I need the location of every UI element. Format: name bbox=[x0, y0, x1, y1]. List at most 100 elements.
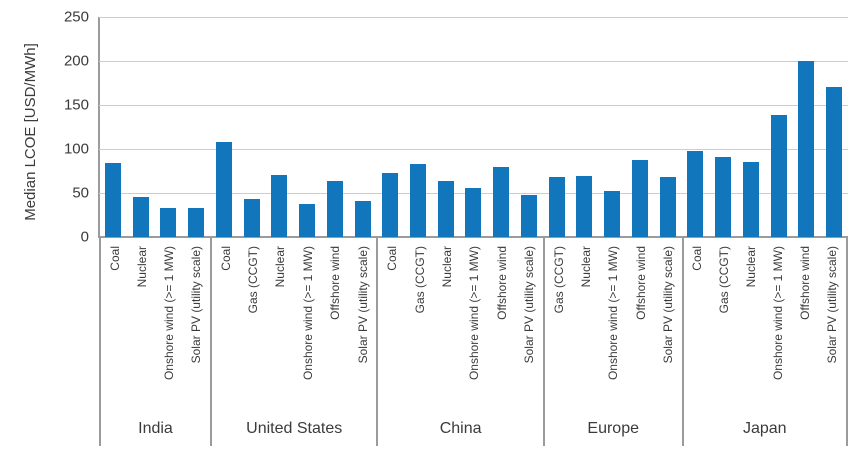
country-group: Coal Nuclear Onshore wind (>= 1 MW) Solar P… bbox=[99, 17, 210, 446]
country-row: Europe bbox=[545, 412, 682, 446]
bar bbox=[659, 177, 676, 237]
tech-label-cell: Solar PV (utility scale) bbox=[349, 238, 376, 412]
tech-label-cell: Gas (CCGT) bbox=[711, 238, 738, 412]
y-tick-label: 50 bbox=[72, 184, 89, 202]
tech-label-cell: Gas (CCGT) bbox=[239, 238, 266, 412]
bar bbox=[742, 162, 759, 237]
bar bbox=[188, 207, 205, 237]
country-label: China bbox=[439, 420, 482, 437]
tech-label-cell: Solar PV (utility scale) bbox=[515, 238, 542, 412]
tech-label-cell: Gas (CCGT) bbox=[406, 238, 433, 412]
tech-label: Coal bbox=[107, 246, 122, 271]
bar-cell bbox=[543, 17, 571, 237]
bar bbox=[104, 163, 121, 237]
tech-label: Nuclear bbox=[273, 246, 288, 288]
gridline bbox=[99, 105, 848, 106]
bar bbox=[770, 114, 787, 237]
tech-label: Coal bbox=[218, 246, 233, 271]
bar bbox=[826, 86, 843, 237]
group-bars-row bbox=[682, 17, 848, 237]
bar-cell bbox=[654, 17, 682, 237]
bar-cell bbox=[155, 17, 183, 237]
tech-label-cell: Coal bbox=[212, 238, 239, 412]
tech-label: Nuclear bbox=[744, 246, 759, 288]
bar-cell bbox=[571, 17, 599, 237]
tech-labels-row: Coal Gas (CCGT) Nuclear Onshore wind (>= 1 … bbox=[212, 238, 376, 412]
tech-label: Offshore wind bbox=[494, 246, 509, 320]
tech-label-cell: Nuclear bbox=[128, 238, 155, 412]
country-row: United States bbox=[212, 412, 376, 446]
tech-label: Nuclear bbox=[134, 246, 149, 288]
country-group: Coal Gas (CCGT) Nuclear Onshore wind (>= 1 … bbox=[376, 17, 542, 446]
bar-cell bbox=[737, 17, 765, 237]
bar-cell bbox=[265, 17, 293, 237]
group-bars-row bbox=[210, 17, 376, 237]
tech-label-cell: Onshore wind (>= 1 MW) bbox=[294, 238, 321, 412]
bar-cell bbox=[820, 17, 848, 237]
tech-label-cell: Onshore wind (>= 1 MW) bbox=[461, 238, 488, 412]
bar-cell bbox=[349, 17, 377, 237]
country-group: Coal Gas (CCGT) Nuclear Onshore wind (>= 1 … bbox=[209, 17, 376, 446]
bar bbox=[687, 150, 704, 237]
tech-labels-row: Coal Gas (CCGT) Nuclear Onshore wind (>= 1 … bbox=[378, 238, 542, 412]
bar-cell bbox=[210, 17, 238, 237]
group-label-area: Gas (CCGT) Nuclear Onshore wind (>= 1 MW) O… bbox=[542, 238, 682, 446]
country-group: Coal Gas (CCGT) Nuclear Onshore wind (>= 1 … bbox=[681, 17, 848, 446]
tech-label: Gas (CCGT) bbox=[551, 246, 566, 314]
group-bars-row bbox=[99, 17, 210, 237]
group-bars-row bbox=[376, 17, 542, 237]
bar-cell bbox=[293, 17, 321, 237]
tech-label-cell: Solar PV (utility scale) bbox=[819, 238, 846, 412]
bar bbox=[215, 141, 232, 237]
tech-label-cell: Offshore wind bbox=[488, 238, 515, 412]
tech-label: Offshore wind bbox=[633, 246, 648, 320]
bar-cell bbox=[765, 17, 793, 237]
tech-label-cell: Nuclear bbox=[433, 238, 460, 412]
tech-label-cell: Solar PV (utility scale) bbox=[183, 238, 210, 412]
tech-label-cell: Solar PV (utility scale) bbox=[654, 238, 681, 412]
bar bbox=[798, 61, 815, 237]
tech-label-cell: Nuclear bbox=[738, 238, 765, 412]
bar bbox=[382, 172, 399, 237]
bar-cell bbox=[626, 17, 654, 237]
country-label: United States bbox=[246, 420, 343, 437]
tech-label: Solar PV (utility scale) bbox=[522, 246, 537, 364]
tech-label: Onshore wind (>= 1 MW) bbox=[467, 246, 482, 381]
bar-cell bbox=[376, 17, 404, 237]
group-label-area: Coal Gas (CCGT) Nuclear Onshore wind (>= 1 … bbox=[681, 238, 848, 446]
tech-label: Gas (CCGT) bbox=[246, 246, 261, 314]
tech-label-cell: Onshore wind (>= 1 MW) bbox=[765, 238, 792, 412]
tech-label: Solar PV (utility scale) bbox=[660, 246, 675, 364]
y-tick-label: 0 bbox=[80, 228, 89, 246]
country-label: India bbox=[138, 420, 173, 437]
y-axis-title: Median LCOE [USD/MWh] bbox=[22, 43, 39, 221]
tech-label: Gas (CCGT) bbox=[717, 246, 732, 314]
bar-cell bbox=[404, 17, 432, 237]
tech-labels-row: Coal Gas (CCGT) Nuclear Onshore wind (>= 1 … bbox=[684, 238, 846, 412]
tech-label: Coal bbox=[385, 246, 400, 271]
tech-label: Nuclear bbox=[439, 246, 454, 288]
country-row: China bbox=[378, 412, 542, 446]
x-axis-baseline bbox=[99, 236, 848, 238]
tech-label: Solar PV (utility scale) bbox=[825, 246, 840, 364]
tech-label-cell: Onshore wind (>= 1 MW) bbox=[156, 238, 183, 412]
y-tick-label: 250 bbox=[63, 8, 89, 26]
y-tick-label: 100 bbox=[63, 140, 89, 158]
tech-label: Onshore wind (>= 1 MW) bbox=[771, 246, 786, 381]
bar bbox=[576, 176, 593, 237]
bar bbox=[465, 187, 482, 237]
country-label: Japan bbox=[742, 420, 787, 437]
tech-label-cell: Coal bbox=[101, 238, 128, 412]
gridline bbox=[99, 61, 848, 62]
y-tick-label: 200 bbox=[63, 52, 89, 70]
bar-cell bbox=[709, 17, 737, 237]
bar-groups: Coal Nuclear Onshore wind (>= 1 MW) Solar P… bbox=[99, 17, 848, 446]
bar bbox=[160, 207, 177, 237]
tech-label-cell: Coal bbox=[378, 238, 405, 412]
bar-cell bbox=[182, 17, 210, 237]
y-axis-spine bbox=[98, 17, 100, 238]
tech-label-cell: Onshore wind (>= 1 MW) bbox=[600, 238, 627, 412]
tech-label: Nuclear bbox=[578, 246, 593, 288]
bar-cell bbox=[99, 17, 127, 237]
